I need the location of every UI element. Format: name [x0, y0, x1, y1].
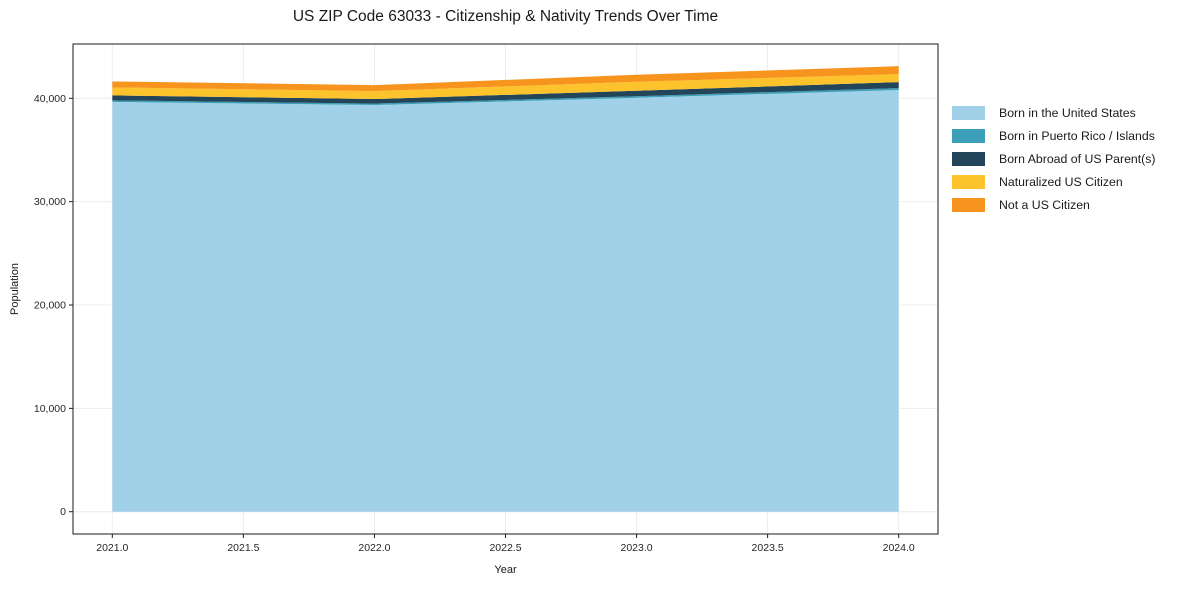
area-band: [112, 90, 899, 512]
x-tick-label: 2022.0: [358, 542, 390, 554]
area-band: [112, 66, 899, 92]
legend-item: Born Abroad of US Parent(s): [952, 152, 1156, 166]
legend-label: Naturalized US Citizen: [999, 175, 1123, 189]
legend-label: Born in the United States: [999, 106, 1136, 120]
legend-item: Not a US Citizen: [952, 198, 1156, 212]
x-axis-label: Year: [494, 564, 517, 576]
y-tick-label: 30,000: [34, 196, 66, 208]
y-tick-label: 0: [60, 506, 66, 518]
x-tick-label: 2021.0: [96, 542, 128, 554]
x-tick-label: 2023.5: [752, 542, 784, 554]
x-tick-label: 2021.5: [227, 542, 259, 554]
legend-item: Born in Puerto Rico / Islands: [952, 129, 1156, 143]
legend-swatch: [952, 129, 985, 143]
y-tick-label: 20,000: [34, 300, 66, 312]
y-axis-label: Population: [9, 263, 21, 315]
chart-title: US ZIP Code 63033 - Citizenship & Nativi…: [292, 8, 719, 25]
y-tick-label: 40,000: [34, 93, 66, 105]
legend-item: Born in the United States: [952, 106, 1156, 120]
legend-label: Born in Puerto Rico / Islands: [999, 129, 1155, 143]
legend-swatch: [952, 106, 985, 120]
legend-item: Naturalized US Citizen: [952, 175, 1156, 189]
x-tick-label: 2024.0: [883, 542, 915, 554]
legend-label: Not a US Citizen: [999, 198, 1090, 212]
area-band: [112, 74, 899, 100]
x-tick-label: 2023.0: [620, 542, 652, 554]
legend: Born in the United States Born in Puerto …: [952, 106, 1156, 212]
legend-label: Born Abroad of US Parent(s): [999, 152, 1156, 166]
legend-swatch: [952, 152, 985, 166]
area-band: [112, 82, 899, 104]
x-tick-label: 2022.5: [489, 542, 521, 554]
legend-swatch: [952, 198, 985, 212]
y-tick-label: 10,000: [34, 403, 66, 415]
legend-swatch: [952, 175, 985, 189]
